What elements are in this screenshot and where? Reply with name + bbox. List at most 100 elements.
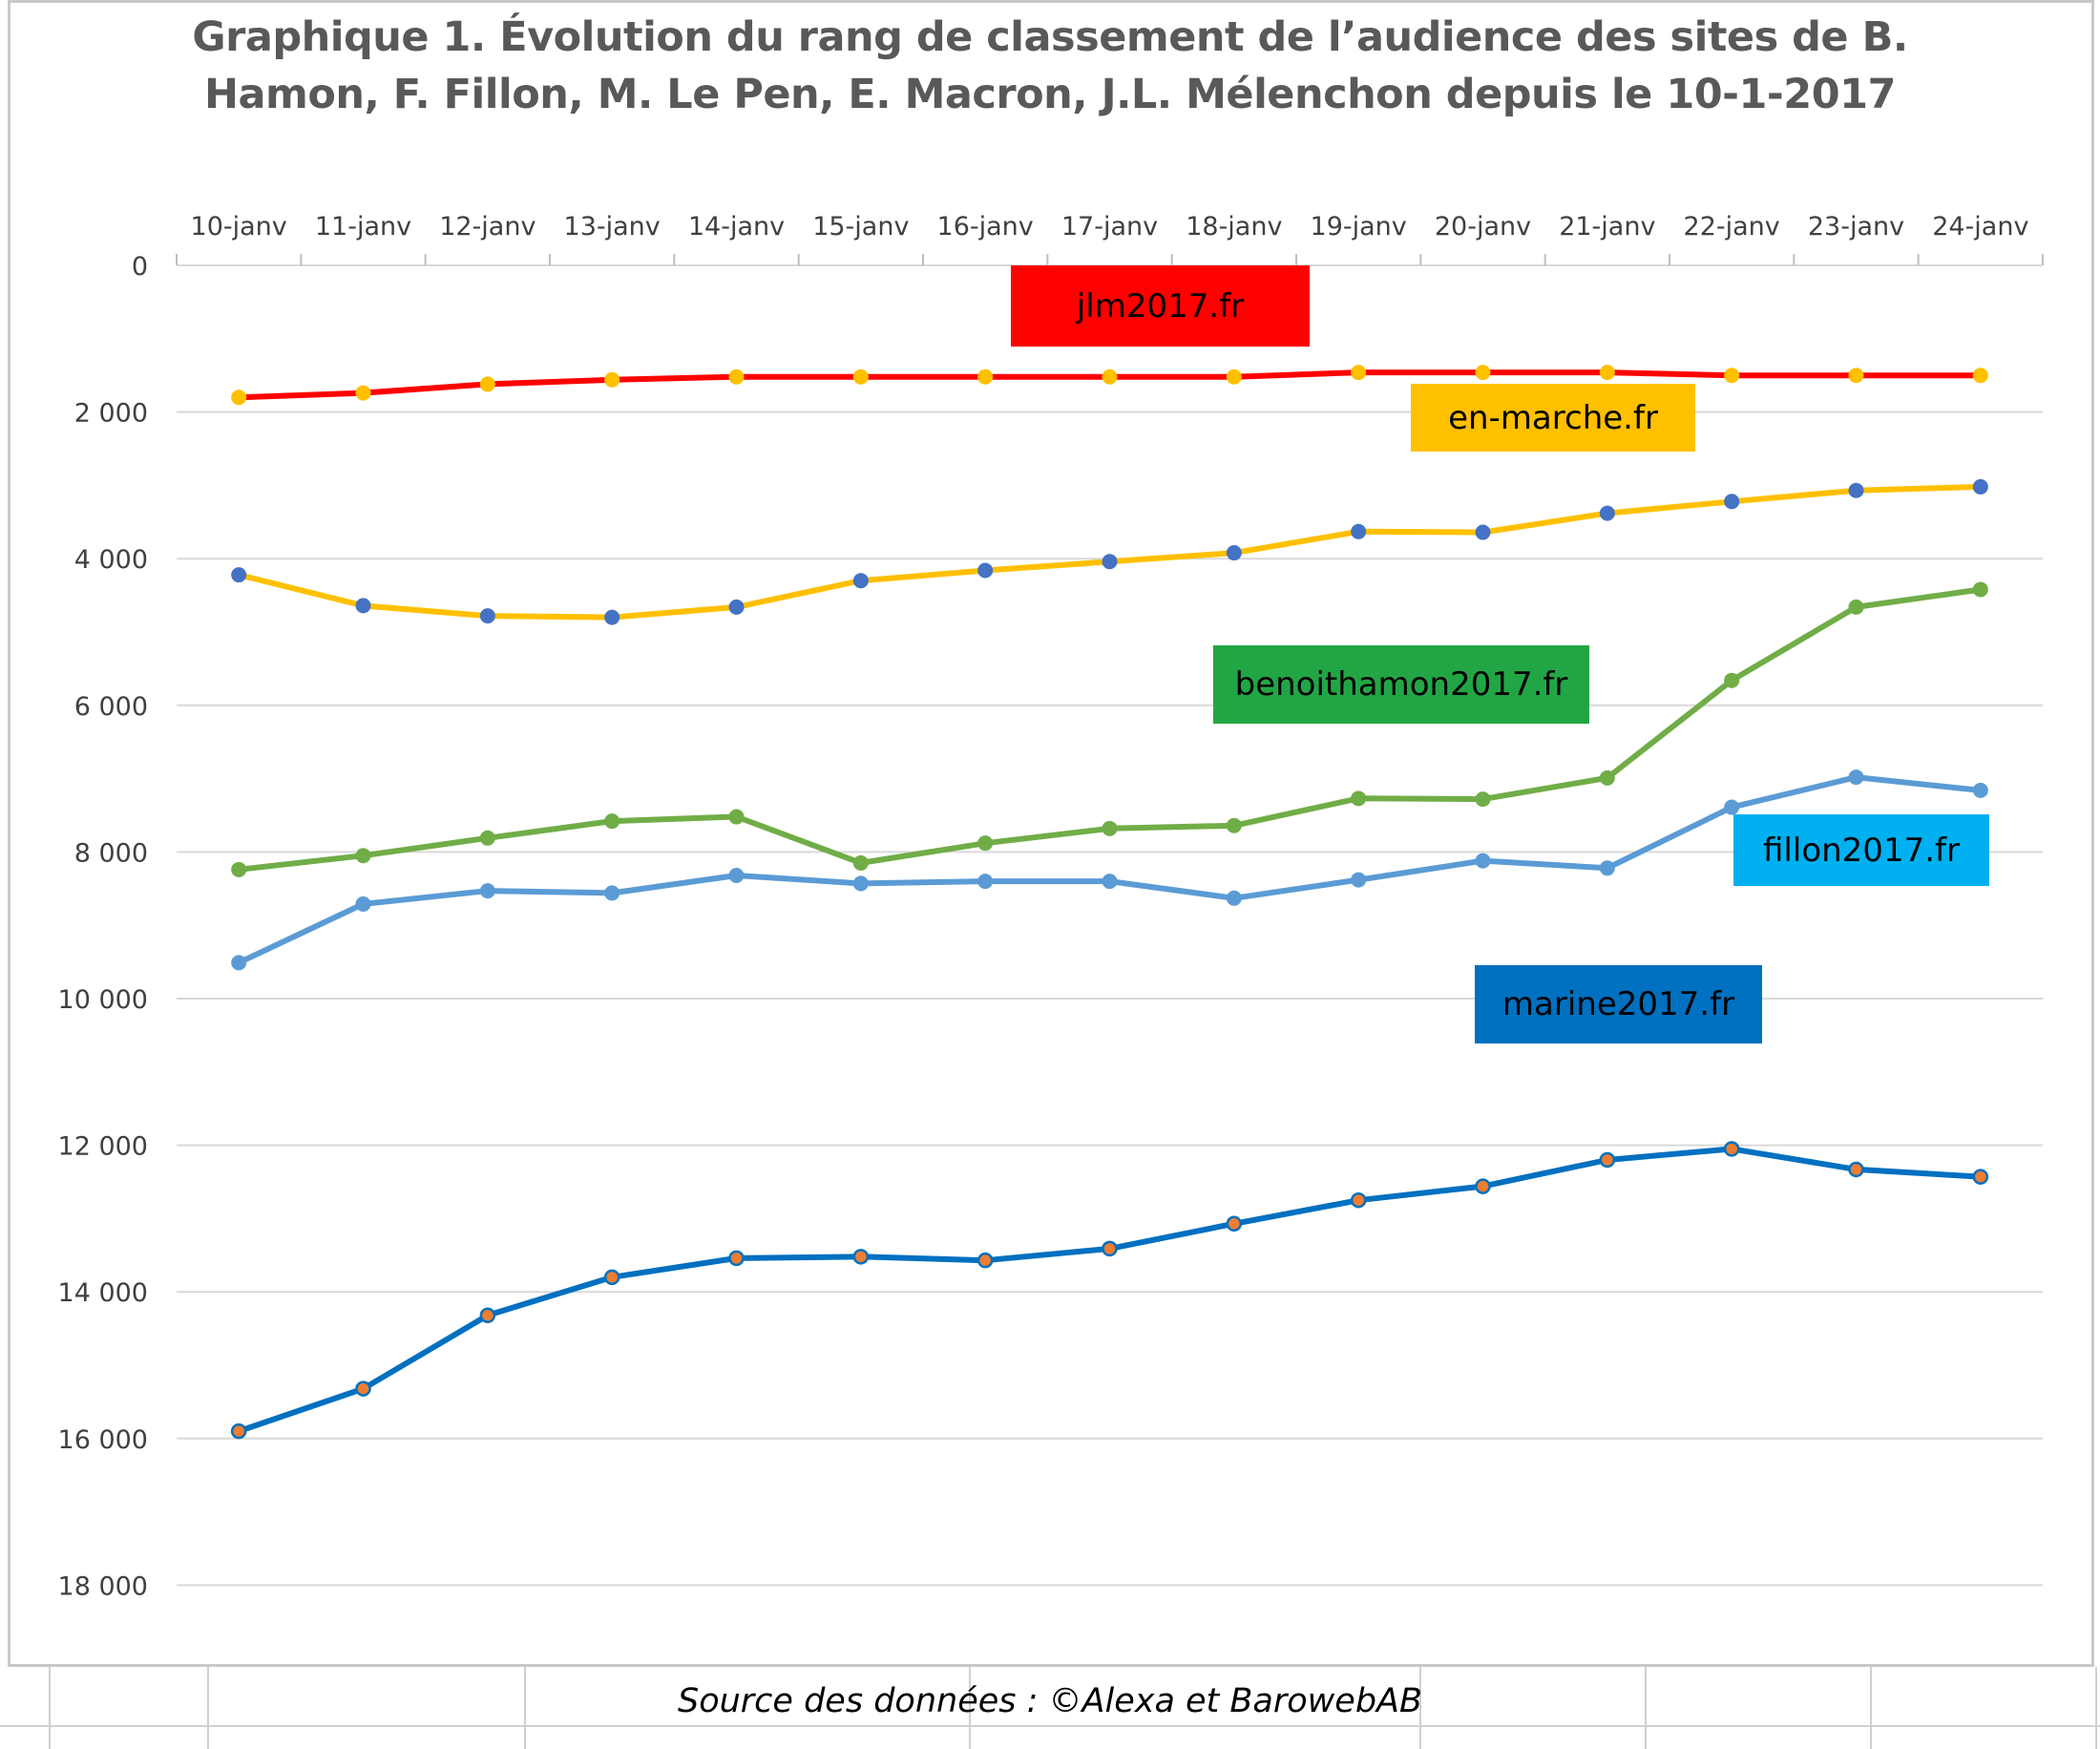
series-label-jlm2017-fr: jlm2017.fr — [1076, 287, 1245, 326]
data-point-en-marche-fr[interactable] — [1475, 524, 1491, 540]
data-point-fillon2017-fr[interactable] — [355, 896, 371, 912]
data-point-marine2017-fr[interactable] — [1475, 1178, 1491, 1194]
data-point-fillon2017-fr[interactable] — [1848, 769, 1864, 786]
x-tick-label: 21-janv — [1559, 212, 1655, 242]
data-point-en-marche-fr[interactable] — [1599, 505, 1615, 521]
data-point-fillon2017-fr[interactable] — [1599, 860, 1615, 876]
series-label-box-marine2017-fr: marine2017.fr — [1475, 965, 1762, 1043]
data-point-marine2017-fr[interactable] — [1599, 1151, 1616, 1169]
data-point-benoithamon2017-fr[interactable] — [355, 848, 371, 864]
data-point-en-marche-fr[interactable] — [1351, 523, 1367, 539]
data-point-jlm2017-fr[interactable] — [1972, 368, 1988, 384]
data-point-jlm2017-fr[interactable] — [604, 371, 620, 388]
series-line-en-marche-fr — [236, 483, 1984, 621]
series-benoithamon2017-fr — [231, 581, 1988, 877]
y-tick-label: 16 000 — [58, 1425, 148, 1455]
data-point-fillon2017-fr[interactable] — [1724, 799, 1740, 815]
line-chart: 10-janv 11-janv 12-janv 13-janv 14-janv 15-ja… — [58, 212, 2044, 1601]
data-point-jlm2017-fr[interactable] — [1599, 365, 1615, 381]
data-point-jlm2017-fr[interactable] — [1226, 369, 1242, 385]
data-point-marine2017-fr[interactable] — [1102, 1240, 1118, 1257]
y-tick-label: 14 000 — [58, 1278, 148, 1308]
data-point-en-marche-fr[interactable] — [728, 599, 745, 615]
x-tick-label: 12-janv — [439, 212, 536, 242]
data-point-benoithamon2017-fr[interactable] — [1724, 672, 1740, 688]
data-point-en-marche-fr[interactable] — [479, 608, 495, 624]
data-point-marine2017-fr[interactable] — [976, 1252, 994, 1269]
x-tick-label: 19-janv — [1311, 212, 1407, 242]
x-tick-label: 15-janv — [812, 212, 909, 242]
data-point-en-marche-fr[interactable] — [231, 567, 247, 583]
series-label-box-fillon2017-fr: fillon2017.fr — [1733, 814, 1989, 886]
data-point-en-marche-fr[interactable] — [1226, 545, 1242, 561]
data-point-benoithamon2017-fr[interactable] — [1475, 791, 1491, 808]
y-tick-label: 10 000 — [58, 985, 148, 1015]
data-point-jlm2017-fr[interactable] — [852, 369, 869, 385]
data-point-benoithamon2017-fr[interactable] — [852, 854, 869, 871]
data-point-benoithamon2017-fr[interactable] — [231, 861, 247, 877]
data-point-marine2017-fr[interactable] — [1350, 1191, 1367, 1209]
data-point-benoithamon2017-fr[interactable] — [1351, 790, 1367, 807]
data-point-en-marche-fr[interactable] — [355, 598, 371, 614]
x-tick-label: 18-janv — [1186, 212, 1282, 242]
data-point-benoithamon2017-fr[interactable] — [604, 813, 620, 830]
data-point-en-marche-fr[interactable] — [1724, 494, 1740, 510]
y-tick-label: 18 000 — [58, 1571, 148, 1601]
source-note: Source des données : ©Alexa et BarowebAB — [677, 1682, 1422, 1720]
data-point-jlm2017-fr[interactable] — [728, 369, 745, 385]
data-point-jlm2017-fr[interactable] — [1102, 369, 1118, 385]
data-point-marine2017-fr[interactable] — [355, 1380, 371, 1397]
data-point-benoithamon2017-fr[interactable] — [1972, 581, 1988, 598]
data-point-jlm2017-fr[interactable] — [231, 390, 247, 406]
data-point-fillon2017-fr[interactable] — [479, 883, 495, 899]
data-point-marine2017-fr[interactable] — [1972, 1169, 1989, 1185]
data-point-marine2017-fr[interactable] — [852, 1249, 870, 1265]
series-jlm2017-fr — [231, 365, 1988, 406]
data-point-en-marche-fr[interactable] — [1972, 478, 1988, 495]
data-point-fillon2017-fr[interactable] — [231, 955, 247, 971]
data-point-fillon2017-fr[interactable] — [1351, 872, 1367, 888]
data-point-fillon2017-fr[interactable] — [1475, 853, 1491, 869]
data-point-benoithamon2017-fr[interactable] — [1599, 769, 1615, 786]
data-point-marine2017-fr[interactable] — [1226, 1215, 1243, 1233]
data-point-benoithamon2017-fr[interactable] — [479, 830, 495, 846]
data-point-jlm2017-fr[interactable] — [479, 376, 495, 392]
data-point-benoithamon2017-fr[interactable] — [1848, 599, 1864, 615]
data-point-jlm2017-fr[interactable] — [1475, 365, 1491, 381]
data-point-en-marche-fr[interactable] — [604, 609, 620, 625]
data-point-en-marche-fr[interactable] — [977, 562, 994, 579]
series-label-benoithamon2017-fr: benoithamon2017.fr — [1234, 665, 1568, 704]
data-point-jlm2017-fr[interactable] — [1724, 368, 1740, 384]
data-point-marine2017-fr[interactable] — [728, 1250, 745, 1267]
data-point-fillon2017-fr[interactable] — [977, 874, 994, 890]
data-point-benoithamon2017-fr[interactable] — [977, 835, 994, 852]
data-point-marine2017-fr[interactable] — [479, 1307, 496, 1324]
x-tick-label: 23-janv — [1808, 212, 1904, 242]
data-point-jlm2017-fr[interactable] — [977, 369, 994, 385]
data-point-fillon2017-fr[interactable] — [852, 875, 869, 892]
series-line-fillon2017-fr — [236, 774, 1984, 966]
data-point-benoithamon2017-fr[interactable] — [1226, 817, 1242, 833]
data-point-fillon2017-fr[interactable] — [1102, 874, 1118, 890]
data-point-jlm2017-fr[interactable] — [1848, 368, 1864, 384]
data-point-fillon2017-fr[interactable] — [1226, 890, 1242, 906]
data-point-benoithamon2017-fr[interactable] — [1102, 820, 1118, 836]
data-point-jlm2017-fr[interactable] — [355, 385, 371, 401]
y-axis-ticks: 0 2 000 4 000 6 000 8 000 10 000 12 000 14 000 1… — [58, 252, 148, 1601]
data-point-marine2017-fr[interactable] — [230, 1422, 247, 1440]
data-point-fillon2017-fr[interactable] — [604, 885, 620, 901]
data-point-marine2017-fr[interactable] — [1848, 1161, 1864, 1178]
data-point-en-marche-fr[interactable] — [1848, 482, 1864, 498]
data-point-en-marche-fr[interactable] — [1102, 554, 1118, 570]
data-point-benoithamon2017-fr[interactable] — [728, 809, 745, 825]
data-point-fillon2017-fr[interactable] — [728, 867, 745, 883]
data-point-en-marche-fr[interactable] — [852, 573, 869, 589]
series-marine2017-fr — [230, 1141, 1989, 1440]
data-point-marine2017-fr[interactable] — [1723, 1141, 1740, 1157]
series-label-box-en-marche-fr: en-marche.fr — [1411, 384, 1695, 452]
x-tick-label: 17-janv — [1061, 212, 1158, 242]
data-point-jlm2017-fr[interactable] — [1351, 365, 1367, 381]
data-point-marine2017-fr[interactable] — [603, 1269, 620, 1286]
data-point-fillon2017-fr[interactable] — [1972, 782, 1988, 798]
